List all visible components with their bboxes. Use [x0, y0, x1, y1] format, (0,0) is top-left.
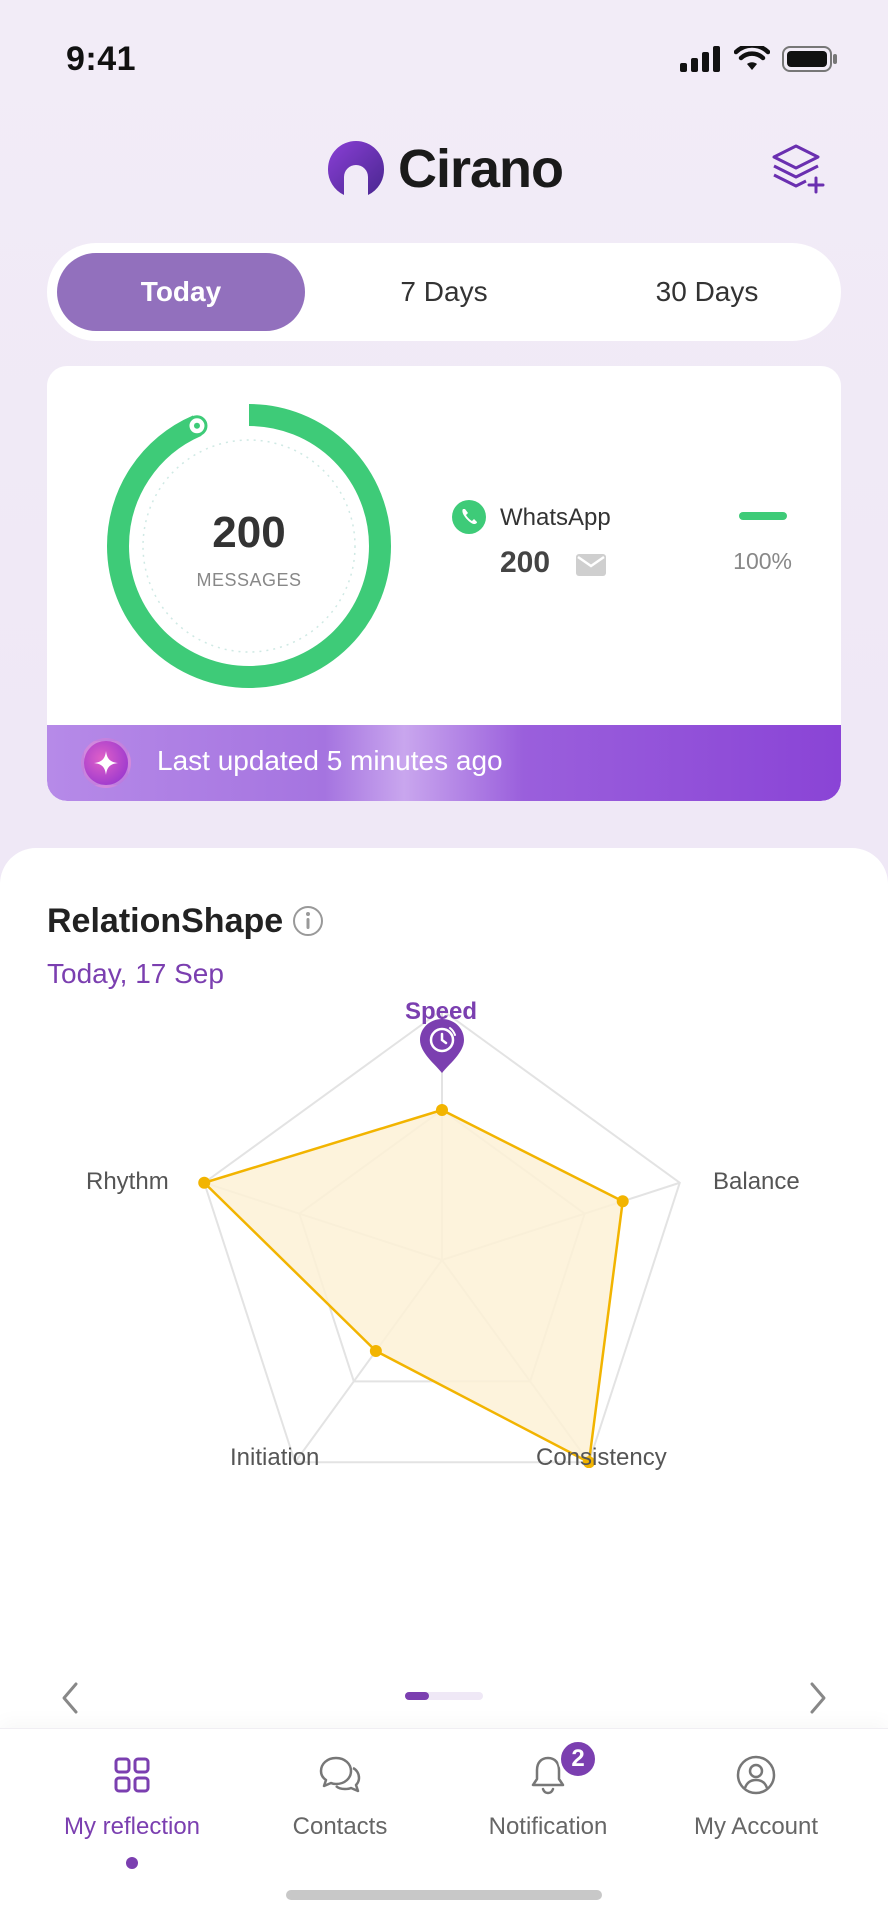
tab-30-days[interactable]: 30 Days	[655, 276, 759, 307]
channel-share-bar	[739, 512, 787, 520]
nav-my-account[interactable]: My Account	[652, 1753, 860, 1863]
status-icons	[680, 46, 838, 72]
signal-icon	[680, 46, 720, 72]
radar-point-rhythm	[198, 1176, 211, 1189]
nav-notification[interactable]: 2 Notification	[444, 1739, 652, 1863]
nav-active-dot	[126, 1857, 138, 1869]
messages-stats-card: 200 MESSAGES WhatsApp 200 100% Last upda…	[47, 366, 841, 801]
channel-name: WhatsApp	[500, 504, 611, 531]
channel-percent: 100%	[733, 548, 792, 574]
total-messages-label: MESSAGES	[196, 570, 302, 590]
notification-badge: 2	[558, 1739, 598, 1779]
radar-svg	[198, 1008, 681, 1469]
period-tabs: Today 7 Days 30 Days	[47, 243, 841, 341]
app-header: Cirano	[0, 130, 888, 210]
app-name: Cirano	[398, 139, 564, 199]
axis-label-speed: Speed	[405, 998, 478, 1025]
home-indicator	[286, 1890, 602, 1900]
relation-shape-radar: Speed Balance Consistency Initiation Rhy…	[0, 998, 888, 1471]
relation-shape-date: Today, 17 Sep	[47, 958, 224, 989]
grid-icon	[114, 1757, 150, 1793]
layers-plus-button[interactable]	[770, 140, 826, 196]
axis-label-balance: Balance	[713, 1168, 800, 1195]
nav-label: My Account	[693, 1813, 819, 1840]
sparkle-button[interactable]	[81, 738, 131, 788]
cirano-logo-icon	[327, 141, 385, 195]
mail-icon	[576, 554, 606, 576]
ring-svg	[107, 404, 391, 688]
app-logo: Cirano	[326, 138, 564, 200]
ring-progress-arc	[107, 404, 391, 688]
bell-icon	[531, 1756, 565, 1795]
axis-label-rhythm: Rhythm	[86, 1168, 169, 1195]
messages-ring-chart: 200 MESSAGES	[103, 400, 395, 692]
wifi-icon	[734, 46, 770, 70]
sparkle-icon	[94, 751, 118, 775]
radar-data-polygon	[202, 1108, 624, 1464]
tab-today[interactable]: Today	[57, 253, 305, 331]
total-messages-value: 200	[212, 508, 286, 557]
nav-my-reflection[interactable]: My reflection	[28, 1753, 236, 1869]
radar-point-consistency	[582, 1456, 595, 1469]
nav-contacts[interactable]: Contacts	[236, 1753, 444, 1863]
pager-active-dot	[405, 1692, 429, 1700]
channel-count: 200	[500, 546, 551, 579]
status-bar: 9:41	[0, 0, 888, 120]
status-time: 9:41	[66, 40, 137, 78]
nav-label: My reflection	[63, 1813, 201, 1840]
bottom-nav: My reflection Contacts 2 Notification My…	[0, 1728, 888, 1916]
radar-point-speed	[436, 1104, 448, 1116]
axis-label-consistency: Consistency	[536, 1444, 667, 1471]
axis-label-initiation: Initiation	[230, 1444, 320, 1471]
tab-7-days[interactable]: 7 Days	[400, 276, 488, 307]
user-circle-icon	[736, 1755, 776, 1795]
layers-plus-icon	[772, 144, 825, 194]
relation-shape-title: RelationShape	[47, 902, 284, 940]
chat-bubbles-icon	[319, 1756, 361, 1793]
stopwatch-pin-icon	[420, 1019, 464, 1073]
whatsapp-phone-icon	[452, 500, 486, 534]
radar-grid-ring-1	[203, 1008, 681, 1464]
nav-label: Contacts	[292, 1813, 388, 1840]
last-updated-banner: Last updated 5 minutes ago	[47, 725, 841, 801]
info-icon[interactable]	[292, 905, 324, 937]
chevron-left-icon[interactable]	[54, 1678, 86, 1718]
pager-indicator	[405, 1692, 483, 1700]
radar-point-balance	[616, 1195, 629, 1208]
radar-point-initiation	[369, 1345, 382, 1358]
last-updated-text: Last updated 5 minutes ago	[157, 745, 503, 776]
battery-icon	[782, 46, 837, 72]
nav-label: Notification	[488, 1813, 608, 1840]
chevron-right-icon[interactable]	[802, 1678, 834, 1718]
